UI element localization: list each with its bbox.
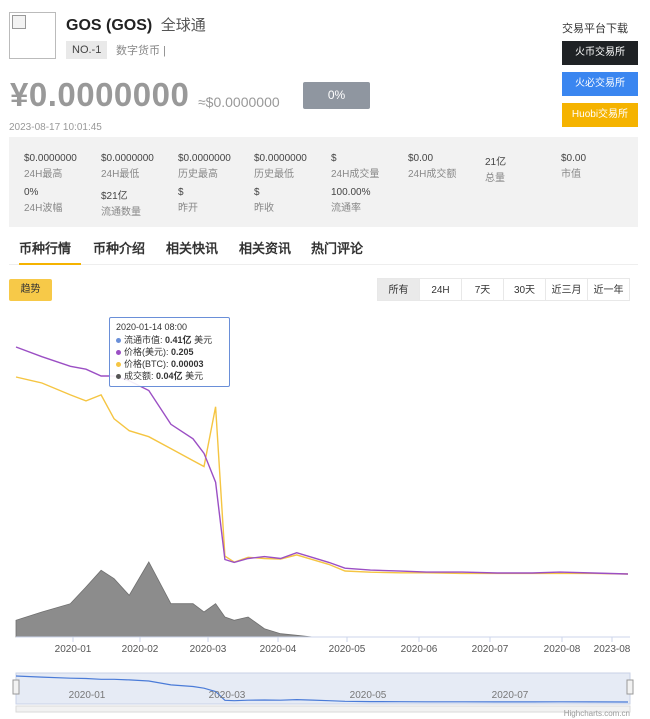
tab-news[interactable]: 相关资讯 bbox=[239, 241, 292, 256]
price-cny: ¥0.0000000 bbox=[10, 76, 190, 113]
exchange-title: 交易平台下载 bbox=[562, 23, 628, 35]
coin-alias: 全球通 bbox=[160, 17, 206, 34]
x-axis-tick-label: 2020-07 bbox=[472, 644, 509, 655]
coin-name: GOS (GOS) bbox=[66, 17, 153, 34]
tab-market[interactable]: 币种行情 bbox=[19, 238, 81, 265]
tooltip-row-volume: 成交额: 0.04亿 美元 bbox=[116, 370, 223, 382]
stats-panel: $0.0000000 24H最高 $0.0000000 24H最低 $0.00000… bbox=[9, 137, 638, 227]
update-time: 2023-08-17 10:01:45 bbox=[9, 122, 102, 133]
x-axis-tick-label: 2020-01 bbox=[55, 644, 92, 655]
trend-button[interactable]: 趋势 bbox=[9, 279, 52, 301]
tooltip-row-price-btc: 价格(BTC): 0.00003 bbox=[116, 358, 223, 370]
stat-item: $0.00 24H成交额 bbox=[408, 153, 457, 180]
range-3m[interactable]: 近三月 bbox=[545, 278, 588, 301]
range-1y[interactable]: 近一年 bbox=[587, 278, 630, 301]
exchange-button-huobi-global[interactable]: 火必交易所 bbox=[562, 72, 638, 96]
tab-comments[interactable]: 热门评论 bbox=[311, 241, 364, 256]
coin-logo bbox=[9, 12, 56, 59]
series-price-usd-line bbox=[15, 346, 629, 575]
stat-item: $24H成交量 bbox=[331, 153, 380, 180]
navigator-handle-left bbox=[12, 679, 20, 695]
range-all[interactable]: 所有 bbox=[377, 278, 420, 301]
tab-intro[interactable]: 币种介绍 bbox=[93, 241, 146, 256]
stat-item: 100.00% 流通率 bbox=[331, 187, 371, 214]
x-axis-tick-label: 2020-05 bbox=[329, 644, 366, 655]
stat-item: 0% 24H波幅 bbox=[24, 187, 63, 214]
tooltip-date: 2020-01-14 08:00 bbox=[116, 322, 188, 332]
price-usd: ≈$0.0000000 bbox=[198, 94, 280, 110]
navigator-tick-label: 2020-03 bbox=[209, 690, 246, 701]
navigator-tick-label: 2020-05 bbox=[350, 690, 387, 701]
navigator-series-line bbox=[15, 675, 629, 703]
range-7d[interactable]: 7天 bbox=[461, 278, 504, 301]
x-axis-tick-label: 2020-02 bbox=[122, 644, 159, 655]
price-chart[interactable]: 2020-01 2020-02 2020-03 2020-04 2020-05 2020-… bbox=[0, 312, 650, 719]
coin-title: GOS (GOS) 全球通 bbox=[66, 14, 206, 35]
navigator-tick-label: 2020-07 bbox=[492, 690, 529, 701]
tab-flash-news[interactable]: 相关快讯 bbox=[166, 241, 219, 256]
change-badge: 0% bbox=[303, 82, 370, 109]
series-dot-icon bbox=[116, 362, 121, 368]
x-axis-tick-label: 2020-04 bbox=[260, 644, 297, 655]
range-30d[interactable]: 30天 bbox=[503, 278, 546, 301]
coin-tags: 数字货币 | bbox=[116, 45, 166, 57]
range-24h[interactable]: 24H bbox=[419, 278, 462, 301]
x-axis-tick-label: 2020-03 bbox=[190, 644, 227, 655]
stat-item: $ 昨开 bbox=[178, 187, 198, 214]
x-axis-tick-label: 2020-08 bbox=[544, 644, 581, 655]
chart-credit: Highcharts.com.cn bbox=[564, 709, 630, 718]
series-dot-icon bbox=[116, 350, 121, 356]
series-dot-icon bbox=[116, 338, 121, 344]
stat-item: $0.0000000 历史最高 bbox=[178, 153, 231, 180]
stat-item: $21亿 流通数量 bbox=[101, 191, 141, 218]
navigator-mask bbox=[15, 672, 631, 705]
rank-badge: NO.-1 bbox=[66, 41, 108, 59]
navigator-scrollbar bbox=[15, 705, 631, 713]
stat-item: $0.00 市值 bbox=[561, 153, 587, 180]
stat-item: $0.0000000 24H最高 bbox=[24, 153, 77, 180]
chart-tooltip: 2020-01-14 08:00 流通市值: 0.41亿 美元 价格(美元): … bbox=[109, 317, 230, 387]
x-axis-tick-label: 2023-08 bbox=[594, 644, 631, 655]
series-dot-icon bbox=[116, 374, 121, 380]
stat-item: $ 昨收 bbox=[254, 187, 274, 214]
exchange-button-huobi[interactable]: 火币交易所 bbox=[562, 41, 638, 65]
tooltip-row-price-usd: 价格(美元): 0.205 bbox=[116, 346, 223, 358]
tooltip-row-market-cap: 流通市值: 0.41亿 美元 bbox=[116, 334, 223, 346]
navigator-handle-right bbox=[626, 679, 634, 695]
tab-bar: 币种行情 币种介绍 相关快讯 相关资讯 热门评论 bbox=[9, 238, 638, 265]
exchange-button-huobi-en[interactable]: Huobi交易所 bbox=[562, 103, 638, 127]
navigator-tick-label: 2020-01 bbox=[69, 690, 106, 701]
stat-item: $0.0000000 24H最低 bbox=[101, 153, 154, 180]
stat-item: 21亿 总量 bbox=[485, 157, 507, 184]
x-axis-tick-label: 2020-06 bbox=[401, 644, 438, 655]
series-price-btc-line bbox=[15, 376, 629, 575]
range-selector: 所有 24H 7天 30天 近三月 近一年 bbox=[377, 278, 630, 301]
stat-item: $0.0000000 历史最低 bbox=[254, 153, 307, 180]
